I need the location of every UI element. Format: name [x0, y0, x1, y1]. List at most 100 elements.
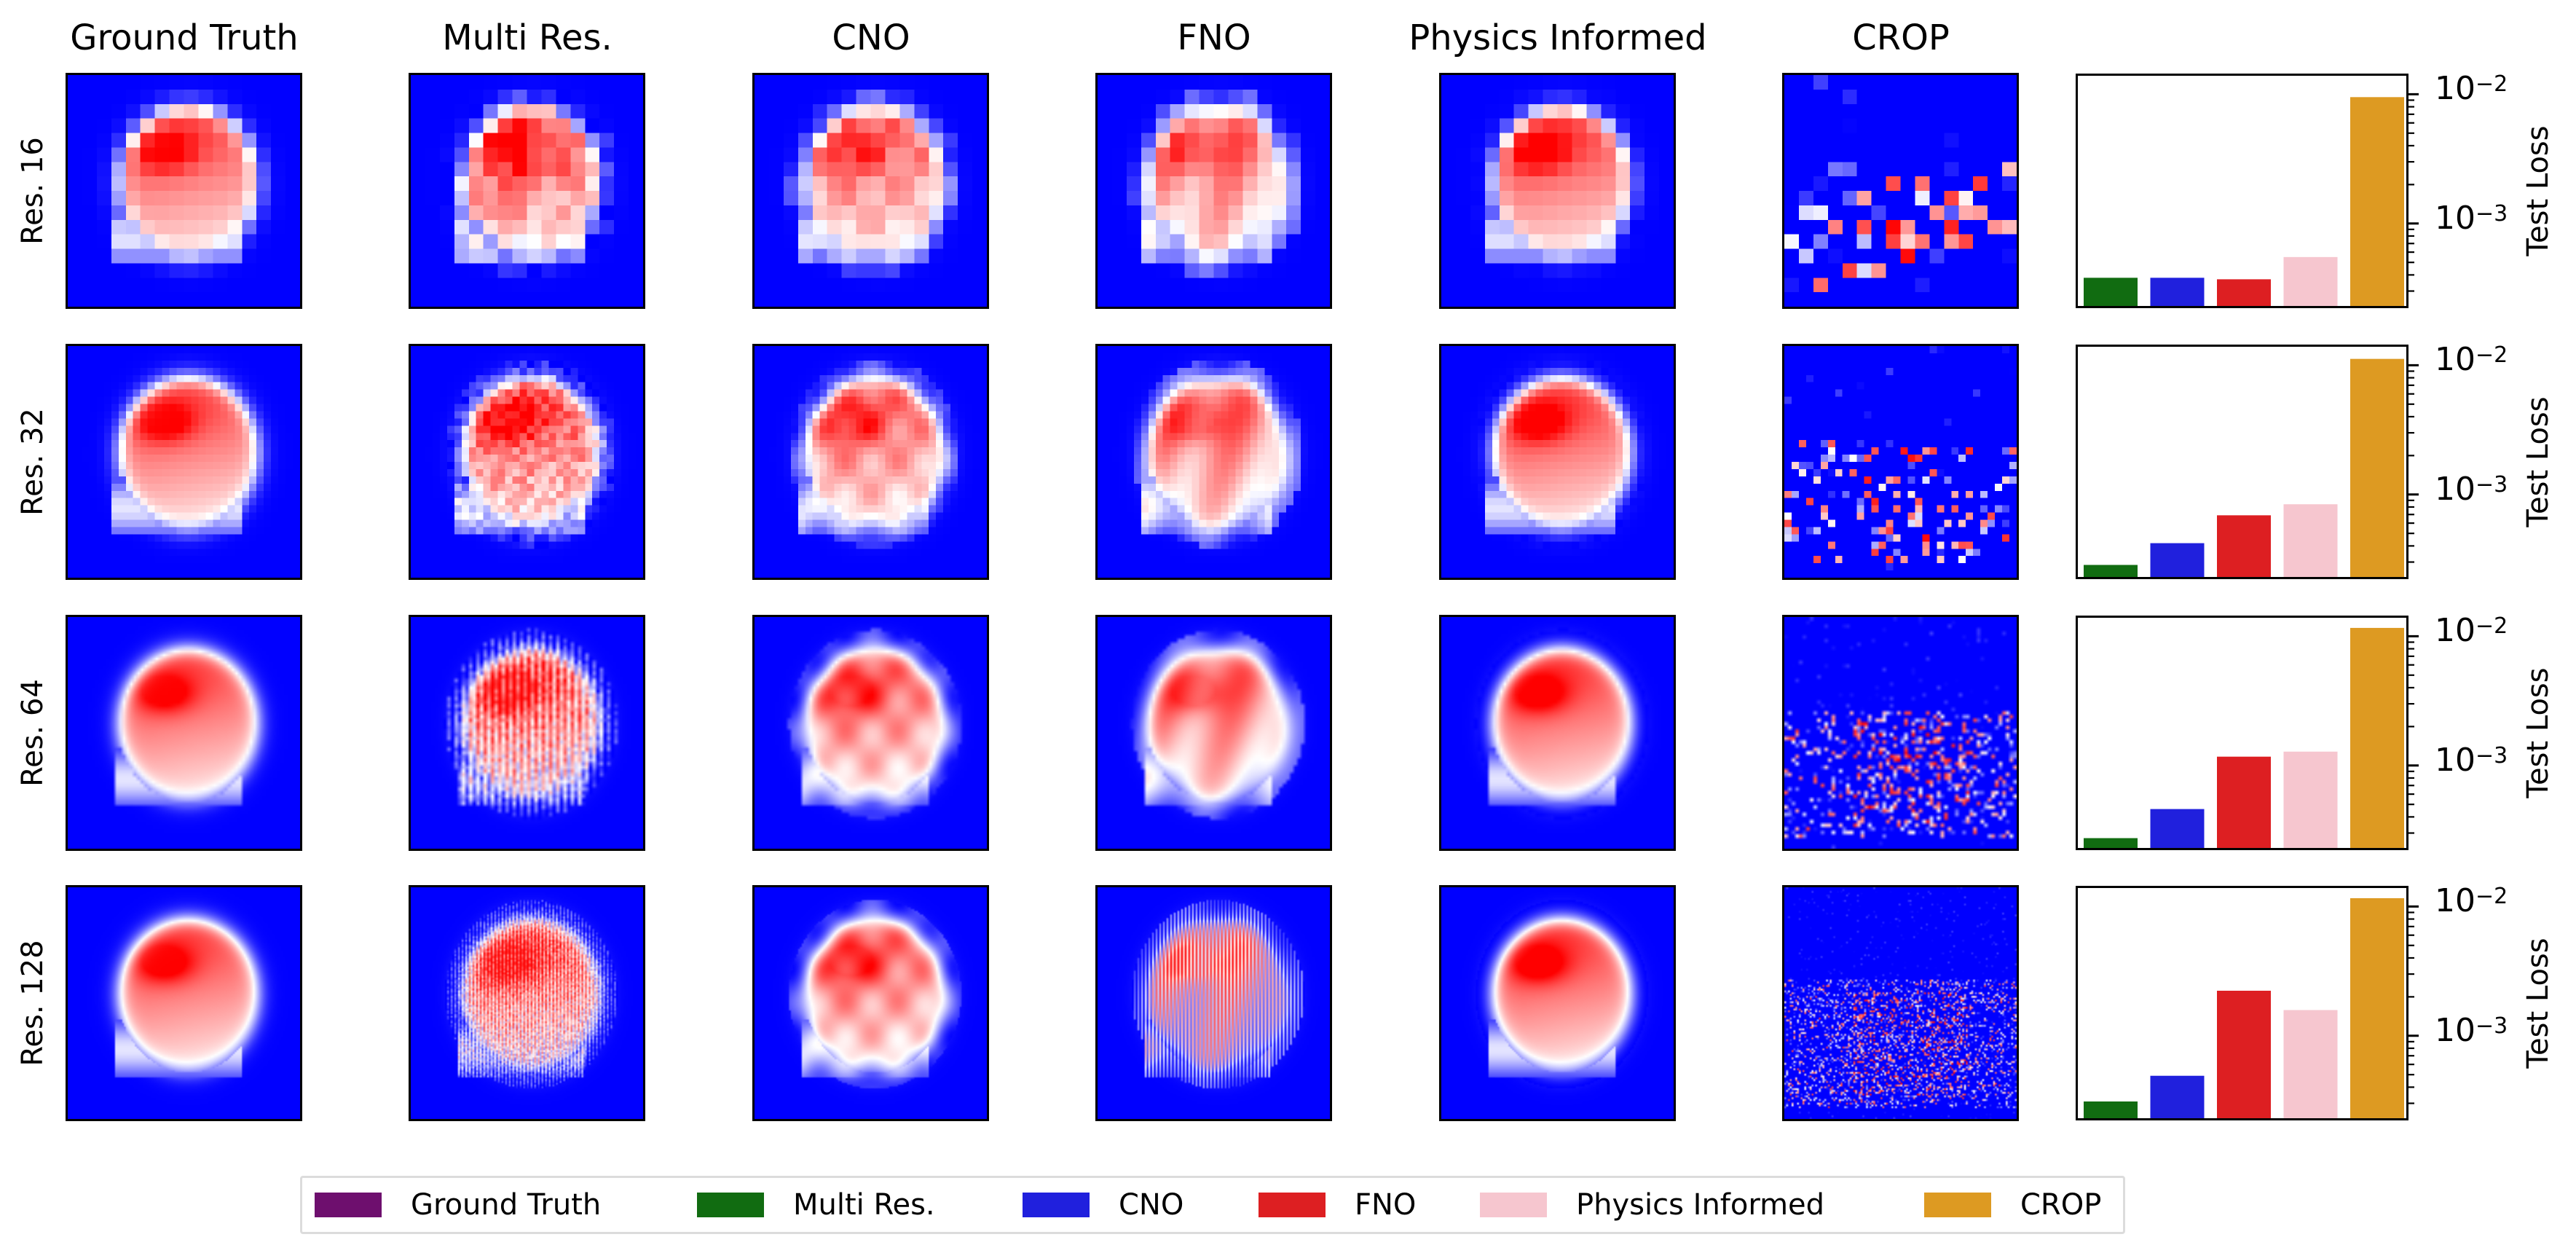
row-label-res-16: Res. 16: [0, 73, 66, 309]
tick-base: 10: [2435, 341, 2475, 379]
column-title-fno: FNO: [1177, 17, 1251, 58]
y-axis-label-text: Test Loss: [2521, 396, 2555, 527]
test-loss-chart-res-128: [2076, 886, 2419, 1120]
heatmap-ground-truth-res-16: [66, 73, 302, 309]
legend-swatch: [1480, 1193, 1547, 1217]
heatmap-crop-res-64: [1782, 615, 2019, 851]
heatmap-physics-informed-res-128: [1439, 885, 1676, 1121]
legend-label: CNO: [1119, 1188, 1184, 1222]
tick-exponent: −2: [2475, 884, 2508, 910]
legend-item-physics-informed: Physics Informed: [1480, 1178, 1824, 1232]
heatmap-physics-informed-res-64: [1439, 615, 1676, 851]
chart-plot-area: [2084, 627, 2419, 848]
heatmap-image: [1441, 346, 1674, 578]
tick-exponent: −2: [2475, 342, 2508, 369]
chart-plot-area: [2084, 358, 2419, 577]
column-title-cno: CNO: [832, 17, 910, 58]
heatmap-crop-res-128: [1782, 885, 2019, 1121]
bar-cno: [2150, 1075, 2205, 1118]
heatmap-cno-res-128: [752, 885, 989, 1121]
legend-label: Ground Truth: [411, 1188, 602, 1222]
heatmap-ground-truth-res-64: [66, 615, 302, 851]
bar-fno: [2217, 990, 2271, 1118]
chart-plot-area: [2084, 93, 2419, 306]
tick-base: 10: [2435, 70, 2475, 108]
heatmap-image: [755, 346, 987, 578]
bar-crop: [2350, 358, 2404, 577]
bar-cno: [2150, 543, 2205, 577]
heatmap-multi-res-res-128: [409, 885, 645, 1121]
heatmap-image: [68, 617, 300, 849]
chart-plot-area: [2084, 897, 2419, 1118]
legend-swatch: [697, 1193, 764, 1217]
heatmap-image: [1441, 887, 1674, 1119]
y-tick-label: 10−3: [2435, 470, 2508, 508]
legend: Ground Truth Multi Res. CNO FNO Physics …: [300, 1176, 2125, 1234]
bar-physics-informed: [2283, 1010, 2338, 1118]
heatmap-image: [755, 75, 987, 307]
bar-fno: [2217, 515, 2271, 577]
y-tick-label: 10−3: [2435, 199, 2508, 237]
bar-multi-res: [2084, 565, 2138, 577]
y-tick-label: 10−2: [2435, 70, 2508, 108]
tick-exponent: −3: [2475, 742, 2508, 769]
column-title-crop: CROP: [1852, 17, 1950, 58]
heatmap-fno-res-32: [1095, 344, 1332, 580]
heatmap-cno-res-64: [752, 615, 989, 851]
bar-fno: [2217, 756, 2271, 848]
heatmap-multi-res-res-64: [409, 615, 645, 851]
heatmap-crop-res-32: [1782, 344, 2019, 580]
tick-exponent: −3: [2475, 1013, 2508, 1039]
heatmap-image: [755, 887, 987, 1119]
y-axis-label-text: Test Loss: [2521, 938, 2555, 1069]
heatmap-image: [411, 346, 643, 578]
y-tick-label: 10−3: [2435, 741, 2508, 779]
bar-multi-res: [2084, 838, 2138, 848]
legend-swatch: [1924, 1193, 1991, 1217]
heatmap-image: [1784, 346, 2017, 578]
tick-exponent: −3: [2475, 200, 2508, 227]
row-label-text: Res. 128: [16, 940, 50, 1067]
heatmap-physics-informed-res-32: [1439, 344, 1676, 580]
heatmap-fno-res-64: [1095, 615, 1332, 851]
y-axis-label-text: Test Loss: [2521, 125, 2555, 256]
heatmap-image: [411, 617, 643, 849]
tick-base: 10: [2435, 1011, 2475, 1049]
heatmap-image: [68, 887, 300, 1119]
bar-fno: [2217, 279, 2271, 306]
bar-multi-res: [2084, 278, 2138, 306]
y-axis-label-text: Test Loss: [2521, 667, 2555, 798]
heatmap-fno-res-128: [1095, 885, 1332, 1121]
heatmap-image: [68, 346, 300, 578]
legend-swatch: [1023, 1193, 1090, 1217]
column-title-ground-truth: Ground Truth: [70, 17, 299, 58]
tick-base: 10: [2435, 199, 2475, 237]
tick-base: 10: [2435, 470, 2475, 508]
legend-swatch: [1259, 1193, 1326, 1217]
bar-crop: [2350, 97, 2404, 306]
tick-base: 10: [2435, 741, 2475, 779]
heatmap-image: [1098, 346, 1330, 578]
heatmap-image: [1784, 617, 2017, 849]
legend-label: FNO: [1355, 1188, 1417, 1222]
heatmap-image: [1784, 75, 2017, 307]
row-label-text: Res. 16: [16, 137, 50, 245]
heatmap-image: [1441, 617, 1674, 849]
tick-base: 10: [2435, 612, 2475, 650]
legend-label: Physics Informed: [1576, 1188, 1825, 1222]
tick-base: 10: [2435, 882, 2475, 920]
heatmap-image: [411, 887, 643, 1119]
legend-label: CROP: [2020, 1188, 2102, 1222]
bar-physics-informed: [2283, 256, 2338, 306]
legend-swatch: [315, 1193, 382, 1217]
legend-item-cno: CNO: [1023, 1178, 1183, 1232]
row-label-text: Res. 32: [16, 408, 50, 516]
heatmap-image: [1441, 75, 1674, 307]
column-title-multi-res: Multi Res.: [442, 17, 613, 58]
y-axis-label: Test Loss: [2516, 74, 2560, 308]
y-axis-label: Test Loss: [2516, 616, 2560, 850]
legend-item-multi-res: Multi Res.: [697, 1178, 935, 1232]
y-tick-label: 10−2: [2435, 341, 2508, 379]
heatmap-image: [755, 617, 987, 849]
test-loss-chart-res-16: [2076, 74, 2419, 308]
